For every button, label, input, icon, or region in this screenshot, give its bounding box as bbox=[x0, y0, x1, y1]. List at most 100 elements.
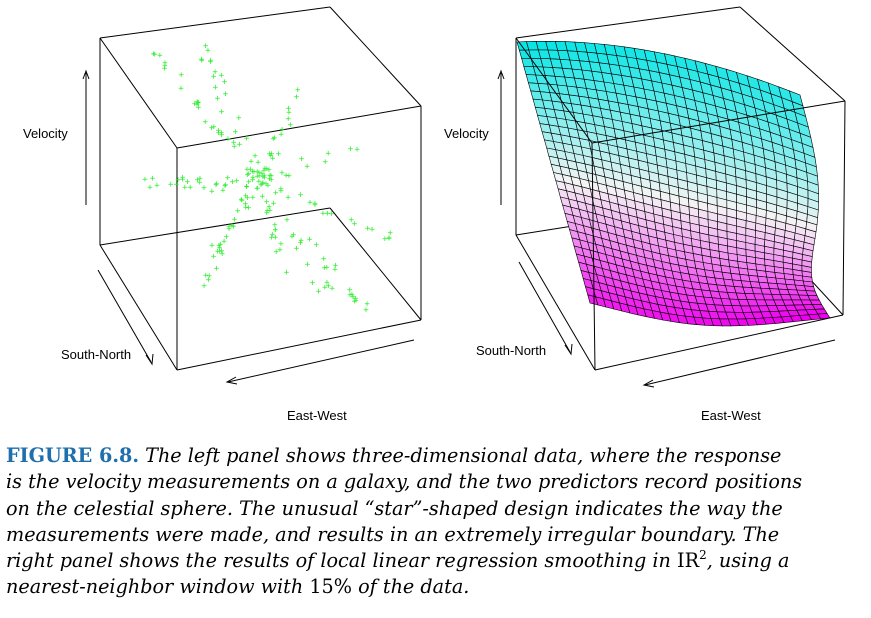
regression-surface-mesh bbox=[516, 40, 831, 327]
scatter-point: + bbox=[279, 169, 285, 179]
scatter-point: + bbox=[216, 126, 222, 136]
scatter-point: + bbox=[278, 239, 284, 249]
scatter-point: + bbox=[209, 241, 215, 251]
scatter-point: + bbox=[307, 235, 313, 245]
left-south-north-arrow bbox=[97, 269, 152, 363]
scatter-point: + bbox=[347, 285, 353, 295]
left-velocity-label: Velocity bbox=[23, 126, 68, 141]
scatter-point: + bbox=[223, 181, 229, 191]
scatter-point: + bbox=[273, 233, 279, 243]
caption-line-6: nearest-neighbor window with 15% of the … bbox=[6, 574, 866, 600]
scatter-point: + bbox=[386, 234, 392, 244]
left-south-north-arrowhead bbox=[145, 353, 154, 366]
left-box-edge bbox=[176, 105, 422, 149]
scatter-point: + bbox=[266, 203, 272, 213]
scatter-point: + bbox=[195, 176, 201, 186]
scatter-point: + bbox=[178, 71, 184, 81]
right-box-edge bbox=[591, 142, 596, 371]
scatter-point: + bbox=[243, 192, 249, 202]
caption-text: of the data. bbox=[358, 575, 470, 599]
left-box-edge bbox=[99, 244, 178, 371]
scatter-point: + bbox=[238, 195, 244, 205]
left-panel-box bbox=[99, 6, 422, 371]
scatter-point: + bbox=[365, 224, 371, 234]
right-velocity-arrowhead bbox=[497, 69, 505, 80]
scatter-point: + bbox=[354, 145, 360, 155]
scatter-point: + bbox=[256, 171, 262, 181]
right-box-edge bbox=[591, 100, 846, 144]
scatter-point: + bbox=[271, 199, 277, 209]
scatter-point: + bbox=[364, 300, 370, 310]
scatter-point: + bbox=[294, 244, 300, 254]
scatter-point: + bbox=[278, 185, 284, 195]
scatter-point: + bbox=[230, 178, 236, 188]
right-box-edge bbox=[842, 100, 846, 316]
scatter-point: + bbox=[243, 200, 249, 210]
right-south-north-arrow bbox=[518, 261, 571, 353]
right-box-edge bbox=[515, 37, 593, 144]
scatter-point: + bbox=[246, 178, 252, 188]
left-east-west-label: East-West bbox=[287, 408, 347, 423]
right-box-edge bbox=[515, 234, 596, 371]
caption-line-1: FIGURE 6.8. The left panel shows three-d… bbox=[6, 443, 866, 469]
scatter-point: + bbox=[162, 58, 168, 68]
scatter-point: + bbox=[352, 219, 358, 229]
scatter-point: + bbox=[284, 268, 290, 278]
scatter-point: + bbox=[348, 144, 354, 154]
right-south-north-label: South-North bbox=[476, 343, 546, 358]
scatter-point: + bbox=[237, 140, 243, 150]
real-plane-symbol: IR bbox=[677, 549, 700, 573]
right-axis-arrows bbox=[497, 69, 836, 388]
scatter-point: + bbox=[219, 249, 225, 259]
scatter-point: + bbox=[268, 176, 274, 186]
scatter-point: + bbox=[314, 241, 320, 251]
scatter-point: + bbox=[325, 149, 331, 159]
scatter-point: + bbox=[201, 183, 207, 193]
scatter-point: + bbox=[233, 128, 239, 138]
scatter-point: + bbox=[261, 171, 267, 181]
scatter-point: + bbox=[197, 174, 203, 184]
scatter-point: + bbox=[208, 56, 214, 66]
left-box-edge bbox=[99, 207, 331, 246]
scatter-point: + bbox=[272, 226, 278, 236]
scatter-point: + bbox=[245, 170, 251, 180]
scatter-point: + bbox=[234, 177, 240, 187]
scatter-point: + bbox=[196, 103, 202, 113]
scatter-point: + bbox=[220, 186, 226, 196]
scatter-point: + bbox=[265, 181, 271, 191]
scatter-point: + bbox=[219, 71, 225, 81]
scatter-point: + bbox=[260, 173, 266, 183]
scatter-point: + bbox=[363, 306, 369, 316]
right-panel-regression-surface: Velocity South-North East-West bbox=[444, 6, 846, 423]
left-south-north-label: South-North bbox=[61, 347, 131, 362]
scatter-point: + bbox=[202, 117, 208, 127]
scatter-point: + bbox=[187, 183, 193, 193]
scatter-point: + bbox=[264, 209, 270, 219]
surface-facet bbox=[809, 299, 823, 305]
scatter-point: + bbox=[322, 283, 328, 293]
scatter-point: + bbox=[175, 176, 181, 186]
scatter-point: + bbox=[295, 86, 301, 96]
caption-text: right panel shows the results of local l… bbox=[6, 549, 671, 573]
scatter-point: + bbox=[197, 178, 203, 188]
scatter-point: + bbox=[298, 190, 304, 200]
scatter-point: + bbox=[255, 184, 261, 194]
scatter-point: + bbox=[260, 192, 266, 202]
scatter-point: + bbox=[244, 182, 250, 192]
scatter-point: + bbox=[223, 90, 229, 100]
scatter-point: + bbox=[250, 167, 256, 177]
scatter-point: + bbox=[213, 181, 219, 191]
scatter-point: + bbox=[215, 247, 221, 257]
scatter-point: + bbox=[224, 232, 230, 242]
galaxy-scatter-points: +++++++++++++++++++++++++++++ ++++++ +++++… bbox=[142, 42, 393, 316]
scatter-point: + bbox=[248, 165, 254, 175]
scatter-point: + bbox=[206, 272, 212, 282]
scatter-point: + bbox=[316, 287, 322, 297]
scatter-point: + bbox=[260, 179, 266, 189]
scatter-point: + bbox=[214, 264, 220, 274]
left-panel-3d-scatter: +++++++++++++++++++++++++++++ ++++++ +++++… bbox=[23, 6, 422, 423]
scatter-point: + bbox=[250, 176, 256, 186]
scatter-point: + bbox=[208, 58, 214, 68]
scatter-point: + bbox=[211, 123, 217, 133]
scatter-point: + bbox=[350, 293, 356, 303]
